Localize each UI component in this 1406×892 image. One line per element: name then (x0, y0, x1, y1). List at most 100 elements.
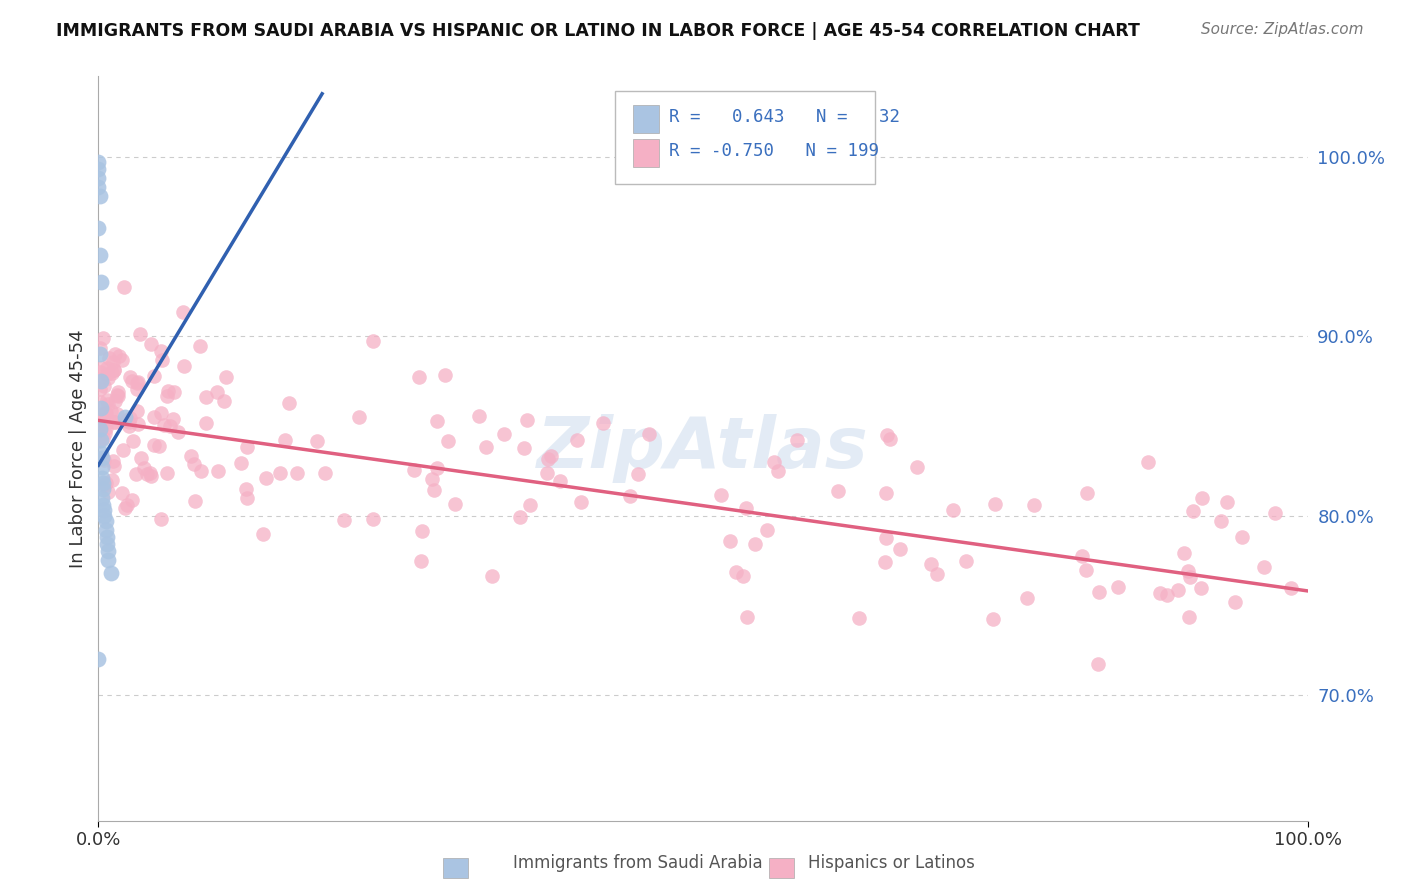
Point (361, 512, 384, 526)
Point (1264, 507, 1286, 521)
Point (90, 416, 112, 430)
Point (1136, 455, 1159, 469)
Point (402, 463, 425, 477)
FancyBboxPatch shape (614, 91, 875, 184)
Point (163, 385, 186, 400)
Point (1216, 495, 1239, 509)
Point (305, 434, 328, 448)
Point (444, 497, 467, 511)
Point (96, 361, 118, 376)
Point (149, 406, 172, 420)
FancyBboxPatch shape (633, 139, 659, 168)
Point (519, 498, 541, 512)
Point (100, 566, 122, 580)
Point (180, 449, 202, 463)
Point (540, 449, 562, 463)
Text: R = -0.750   N = 199: R = -0.750 N = 199 (669, 142, 879, 160)
Point (105, 407, 128, 421)
Point (1182, 504, 1205, 518)
Point (1253, 559, 1275, 574)
Point (96, 530, 118, 544)
Point (87, 221, 110, 235)
Point (89, 342, 111, 356)
Text: Source: ZipAtlas.com: Source: ZipAtlas.com (1201, 22, 1364, 37)
Point (763, 455, 786, 469)
Point (128, 326, 150, 341)
Point (103, 415, 125, 429)
Point (114, 409, 136, 424)
Point (1022, 498, 1045, 512)
Point (90, 275, 112, 289)
Point (150, 352, 173, 367)
Point (278, 396, 301, 410)
Point (139, 466, 162, 480)
Point (516, 413, 538, 427)
Point (167, 425, 190, 439)
Point (111, 442, 134, 457)
Point (235, 491, 257, 505)
Point (333, 513, 356, 527)
Point (105, 388, 128, 402)
Point (638, 426, 661, 441)
Point (103, 363, 125, 377)
Point (121, 493, 143, 508)
Point (93, 453, 115, 467)
Point (89, 189, 111, 203)
Point (252, 526, 274, 541)
Point (627, 467, 650, 482)
Point (879, 433, 901, 447)
Point (1167, 582, 1189, 597)
Point (509, 509, 531, 524)
Point (91, 482, 114, 496)
Point (409, 554, 432, 568)
Point (710, 488, 733, 502)
Point (122, 434, 145, 449)
Point (89, 347, 111, 361)
Point (103, 459, 125, 474)
Point (111, 353, 134, 368)
Point (90, 401, 112, 415)
Point (920, 557, 942, 571)
Point (89, 394, 111, 409)
Point (718, 534, 741, 549)
Point (125, 467, 148, 482)
Point (314, 466, 336, 480)
Point (536, 466, 558, 480)
Point (148, 439, 170, 453)
Point (423, 483, 446, 497)
Point (121, 374, 143, 388)
Point (103, 362, 125, 376)
Point (101, 366, 124, 380)
Point (848, 610, 870, 624)
Point (136, 467, 159, 481)
Point (229, 456, 252, 470)
Point (141, 337, 163, 351)
Point (744, 537, 766, 551)
Point (96, 537, 118, 551)
Point (97, 553, 120, 567)
Point (1173, 546, 1195, 560)
Point (87, 162, 110, 177)
Point (115, 499, 138, 513)
Point (118, 415, 141, 429)
Point (889, 541, 911, 556)
Point (1178, 570, 1201, 584)
Point (905, 460, 928, 475)
Point (108, 350, 131, 364)
Point (107, 389, 129, 403)
Point (159, 419, 181, 434)
Point (104, 393, 127, 408)
Point (184, 493, 207, 508)
Point (127, 417, 149, 431)
Y-axis label: In Labor Force | Age 45-54: In Labor Force | Age 45-54 (69, 329, 87, 567)
Point (214, 393, 236, 408)
Point (756, 523, 779, 537)
Point (118, 370, 141, 384)
Point (786, 433, 808, 447)
Point (735, 610, 758, 624)
Point (90, 408, 112, 422)
Point (875, 555, 897, 569)
Point (90, 433, 112, 447)
Point (107, 385, 129, 400)
Point (1189, 581, 1212, 595)
